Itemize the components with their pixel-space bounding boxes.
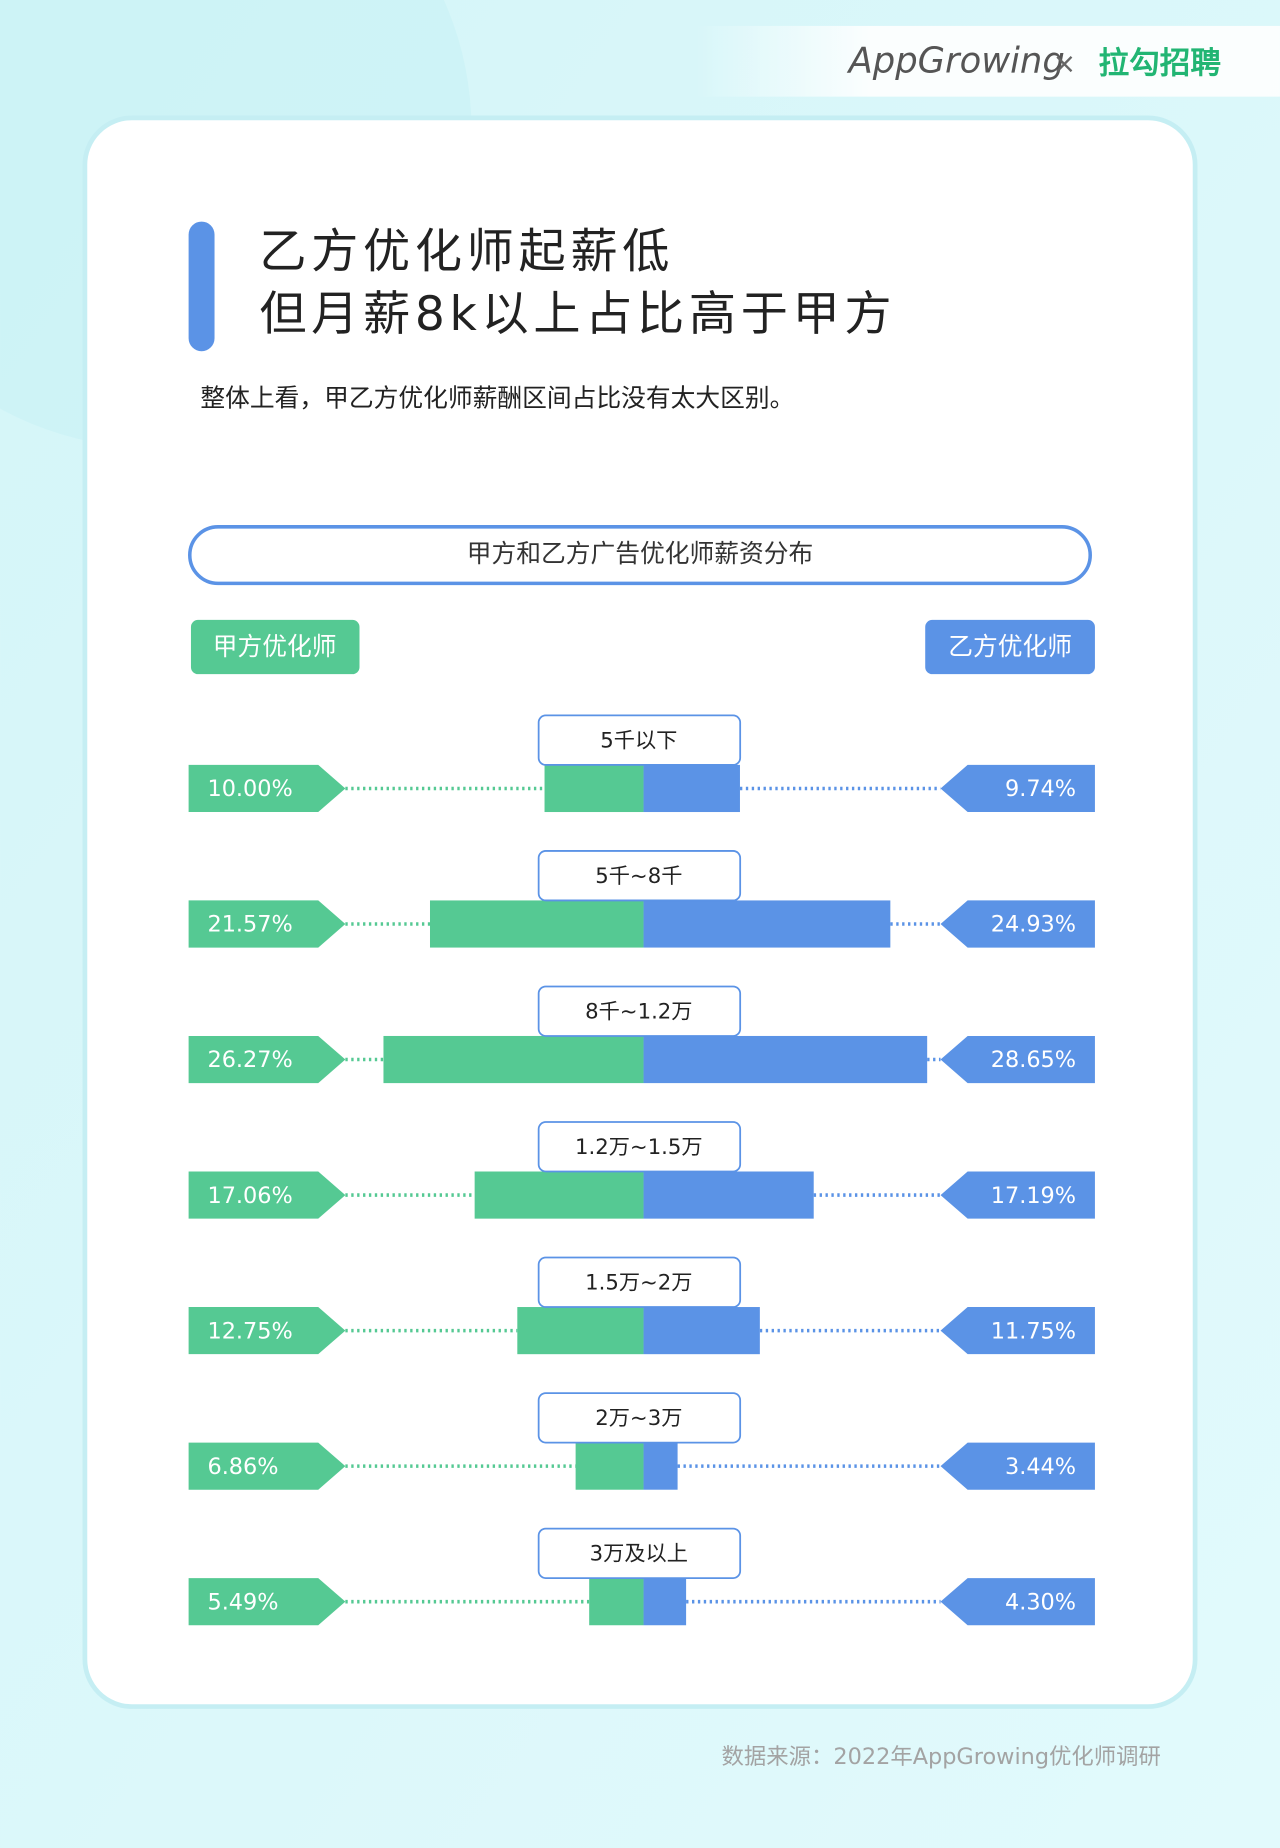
category-box: [537, 850, 742, 902]
source: 数据来源：2022年AppGrowing优化师调研: [722, 1744, 1161, 1770]
value-label: 3.44%: [1005, 1454, 1076, 1480]
value-tag: [940, 1578, 1095, 1626]
category-label: 8千~1.2万: [585, 999, 692, 1024]
value-label: 24.93%: [991, 912, 1076, 938]
value-label: 17.19%: [991, 1183, 1076, 1209]
category-label: 1.5万~2万: [585, 1270, 692, 1295]
value-tag: [188, 1442, 346, 1490]
category-label: 5千~8千: [595, 864, 682, 889]
chart-title: 甲方和乙方广告优化师薪资分布: [467, 539, 814, 568]
legend-badge: [190, 619, 360, 675]
value-tag: [188, 1035, 346, 1084]
category-label: 3万及以上: [590, 1542, 688, 1567]
bar: [383, 1035, 644, 1084]
value-label: 28.65%: [991, 1047, 1076, 1073]
category-box: [537, 714, 742, 766]
category-box: [537, 1527, 742, 1579]
chart-title-pill: [188, 525, 1092, 586]
bar: [643, 1035, 928, 1084]
partner-logo: 拉勾招聘: [1098, 45, 1221, 81]
bar: [544, 764, 644, 813]
value-label: 10.00%: [207, 776, 292, 802]
category-box: [537, 985, 742, 1037]
value-tag: [188, 1307, 346, 1355]
value-label: 9.74%: [1005, 776, 1076, 802]
category-label: 1.2万~1.5万: [575, 1135, 703, 1160]
category-label: 2万~3万: [595, 1406, 682, 1431]
header-banner: [695, 25, 1280, 97]
value-label: 12.75%: [207, 1318, 292, 1344]
category-box: [537, 1121, 742, 1173]
value-tag: [188, 764, 346, 813]
bar: [643, 764, 740, 813]
value-tag: [188, 1171, 346, 1219]
bar: [575, 1442, 644, 1490]
bar: [474, 1171, 644, 1219]
value-tag: [940, 900, 1095, 948]
legend-badge: [925, 619, 1095, 675]
value-label: 4.30%: [1005, 1589, 1076, 1615]
separator: ×: [1052, 47, 1076, 80]
category-box: [537, 1392, 742, 1444]
title-line: 但月薪8k以上占比高于甲方: [259, 287, 896, 342]
bar: [643, 1307, 760, 1355]
category-label: 5千以下: [600, 728, 677, 753]
bar: [643, 1171, 814, 1219]
bar: [643, 900, 891, 948]
bar: [643, 1442, 678, 1490]
bar: [589, 1578, 644, 1626]
value-label: 5.49%: [207, 1589, 278, 1615]
value-tag: [940, 764, 1095, 813]
value-tag: [940, 1307, 1095, 1355]
value-tag: [188, 1578, 346, 1626]
bar: [643, 1578, 687, 1626]
legend-label: 甲方优化师: [213, 632, 337, 661]
title-line: 乙方优化师起薪低: [259, 225, 674, 280]
value-tag: [940, 1442, 1095, 1490]
value-label: 6.86%: [207, 1454, 278, 1480]
bar: [429, 900, 644, 948]
title-accent: [188, 221, 215, 352]
value-label: 17.06%: [207, 1183, 292, 1209]
category-box: [537, 1256, 742, 1308]
value-label: 11.75%: [991, 1318, 1076, 1344]
bar: [517, 1307, 644, 1355]
value-tag: [188, 900, 346, 948]
legend-label: 乙方优化师: [948, 632, 1072, 661]
value-label: 21.57%: [207, 912, 292, 938]
subtitle: 整体上看，甲乙方优化师薪酬区间占比没有太大区别。: [200, 384, 794, 413]
value-tag: [940, 1171, 1095, 1219]
brand-logo: AppGrowing: [847, 40, 1065, 81]
value-label: 26.27%: [207, 1047, 292, 1073]
value-tag: [940, 1035, 1095, 1084]
